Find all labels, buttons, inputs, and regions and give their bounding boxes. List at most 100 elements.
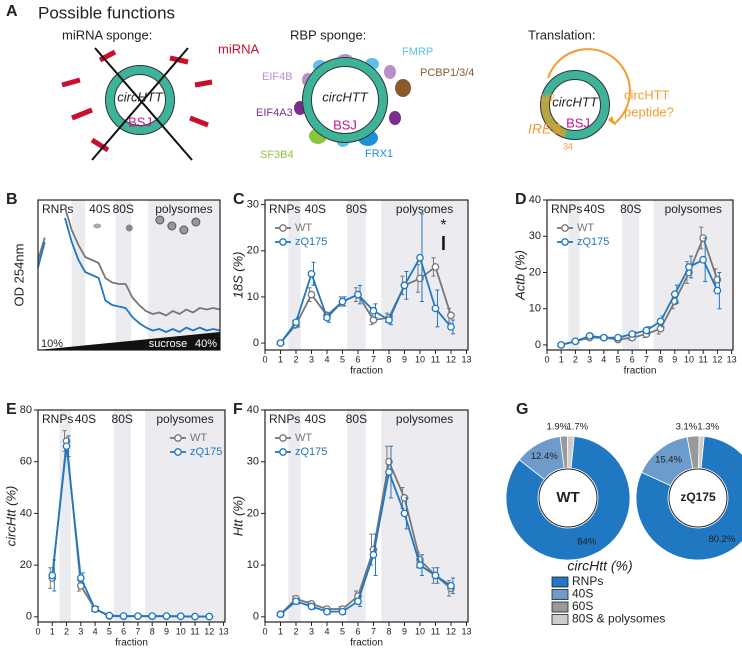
y-tick-label: 60 [20, 456, 32, 468]
product-label: circHTT [624, 87, 670, 102]
y-tick-label: 10 [247, 559, 259, 571]
legend-label: WT [190, 432, 207, 444]
region-label: RNPs [551, 202, 582, 216]
legend-marker [279, 434, 287, 442]
region-label: 80S [620, 202, 641, 216]
x-tick-label: 11 [699, 354, 708, 364]
circ-label: circHTT [322, 89, 369, 104]
x-tick-label: 1 [50, 626, 55, 636]
data-point [323, 607, 331, 616]
y-tick-label: 0 [253, 611, 259, 623]
region-band [347, 200, 366, 350]
panel-label: E [6, 401, 17, 418]
legend-label: zQ175 [295, 236, 327, 248]
y-tick-label: 80 [20, 404, 32, 416]
x-tick-label: 10 [176, 626, 186, 636]
x-tick-label: 4 [324, 626, 329, 636]
plot-frame [37, 409, 226, 623]
data-point [307, 602, 316, 611]
ribosome-icon [125, 224, 133, 232]
x-tick-label: 1 [559, 354, 564, 364]
x-axis-label: fraction [115, 638, 148, 649]
data-point [571, 337, 580, 346]
value-label: 15.4% [655, 455, 682, 466]
y-tick-label: 30 [529, 230, 541, 242]
data-point [447, 323, 455, 331]
x-tick-label: 4 [93, 626, 98, 636]
x-tick-label: 3 [587, 354, 592, 364]
x-tick-label: 6 [355, 626, 360, 636]
legend-swatch [551, 589, 569, 600]
region-band [113, 410, 131, 622]
product-label: peptide? [624, 104, 674, 119]
y-tick-label: 20 [529, 266, 541, 278]
data-point [431, 304, 440, 313]
y-axis-label: Actb (%) [512, 250, 527, 301]
data-point [276, 339, 285, 347]
x-tick-label: 9 [402, 354, 407, 364]
x-tick-label: 13 [219, 626, 229, 636]
panel-label: C [233, 191, 245, 208]
region-label: 40S [89, 202, 110, 216]
data-point [628, 330, 637, 338]
data-point [292, 597, 300, 606]
x-tick-label: 4 [601, 354, 606, 364]
bsj-label: BSJ [128, 114, 152, 129]
x-tick-label: 7 [135, 626, 140, 636]
data-point [354, 597, 362, 606]
donut-slice [635, 435, 742, 561]
x-axis-label: fraction [350, 638, 383, 649]
region-label: 40S [75, 412, 96, 426]
y-axis-label: circHtt (%) [3, 486, 18, 547]
protein-label: SF3B4 [260, 149, 294, 161]
legend-swatch [551, 614, 569, 625]
data-point [369, 316, 378, 324]
data-point [431, 263, 440, 271]
x-tick-label: 11 [431, 354, 440, 364]
heading: RBP sponge: [290, 27, 366, 42]
y-tick-label: 30 [247, 199, 259, 211]
ribosome-icon [167, 221, 177, 231]
bsj-label: BSJ [333, 117, 357, 132]
data-point [400, 281, 409, 290]
data-point [323, 313, 331, 322]
data-point [713, 286, 722, 295]
legend-label: WT [577, 222, 594, 234]
data-point [685, 263, 693, 271]
x-tick-label: 8 [658, 354, 663, 364]
orf-arrow [547, 48, 631, 125]
x-tick-label: 0 [262, 626, 267, 636]
plot-frame [264, 409, 469, 623]
legend-label: WT [295, 222, 312, 234]
region-label: RNPs [269, 202, 300, 216]
nt-label: 182 [540, 92, 555, 102]
data-point [292, 318, 300, 327]
y-tick-label: 20 [20, 559, 32, 571]
x-tick-label: 1 [278, 626, 283, 636]
data-point [557, 341, 566, 349]
data-point [447, 311, 455, 320]
x-tick-label: 11 [190, 626, 199, 636]
region-band [147, 200, 220, 350]
donut-slice [567, 435, 575, 469]
region-band [347, 410, 366, 622]
panel-title: Possible functions [38, 3, 175, 22]
x-tick-label: 2 [573, 354, 578, 364]
region-band [145, 410, 225, 622]
legend-marker [174, 448, 182, 456]
region-band [71, 200, 86, 350]
legend-title: circHtt (%) [567, 558, 632, 574]
region-label: polysomes [396, 202, 453, 216]
x-tick-label: 3 [309, 354, 314, 364]
x-tick-label: 2 [293, 626, 298, 636]
x-tick-label: 13 [461, 354, 471, 364]
data-point [134, 612, 142, 620]
x-tick-label: 10 [415, 354, 425, 364]
ring-edge [549, 79, 601, 131]
data-point [338, 297, 347, 306]
data-point [91, 605, 99, 613]
legend-label: 40S [572, 587, 593, 601]
ribosome-icon [155, 215, 165, 225]
